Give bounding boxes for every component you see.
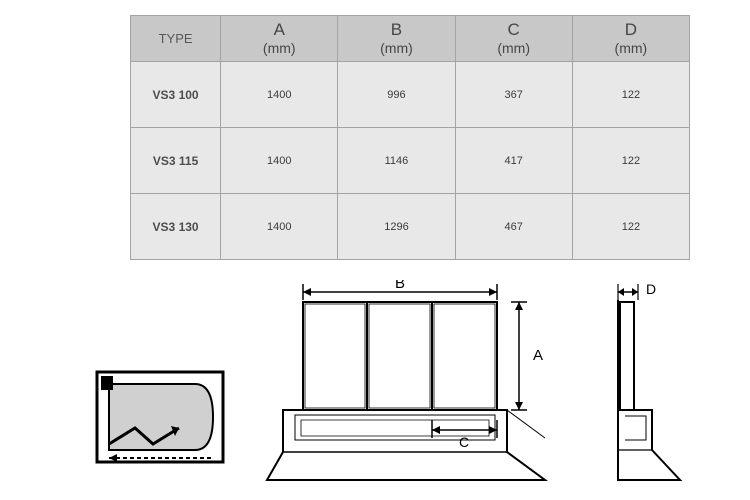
col-a-header: A (mm) — [221, 16, 338, 62]
val-cell: 122 — [572, 194, 689, 260]
val-cell: 1400 — [221, 128, 338, 194]
label-a: A — [533, 347, 543, 364]
col-c-header: C (mm) — [455, 16, 572, 62]
col-d-header: D (mm) — [572, 16, 689, 62]
main-diagram: B A C — [265, 280, 565, 490]
table-row: VS3 100 1400 996 367 122 — [131, 62, 690, 128]
val-cell: 122 — [572, 62, 689, 128]
val-cell: 467 — [455, 194, 572, 260]
col-b-header: B (mm) — [338, 16, 455, 62]
label-b: B — [395, 280, 405, 292]
val-cell: 367 — [455, 62, 572, 128]
val-cell: 1296 — [338, 194, 455, 260]
table-row: VS3 130 1400 1296 467 122 — [131, 194, 690, 260]
diagram-area: B A C D — [0, 275, 750, 500]
val-cell: 1400 — [221, 194, 338, 260]
side-diagram: D — [580, 280, 690, 490]
val-cell: 417 — [455, 128, 572, 194]
val-cell: 122 — [572, 128, 689, 194]
val-cell: 996 — [338, 62, 455, 128]
val-cell: 1400 — [221, 62, 338, 128]
type-header: TYPE — [131, 16, 221, 62]
type-cell: VS3 115 — [131, 128, 221, 194]
val-cell: 1146 — [338, 128, 455, 194]
topview-icon — [95, 370, 225, 470]
label-c: C — [459, 434, 469, 450]
type-cell: VS3 100 — [131, 62, 221, 128]
spec-table: TYPE A (mm) B (mm) C (mm) D (mm) — [130, 15, 690, 260]
label-d: D — [646, 281, 656, 297]
type-cell: VS3 130 — [131, 194, 221, 260]
table-row: VS3 115 1400 1146 417 122 — [131, 128, 690, 194]
